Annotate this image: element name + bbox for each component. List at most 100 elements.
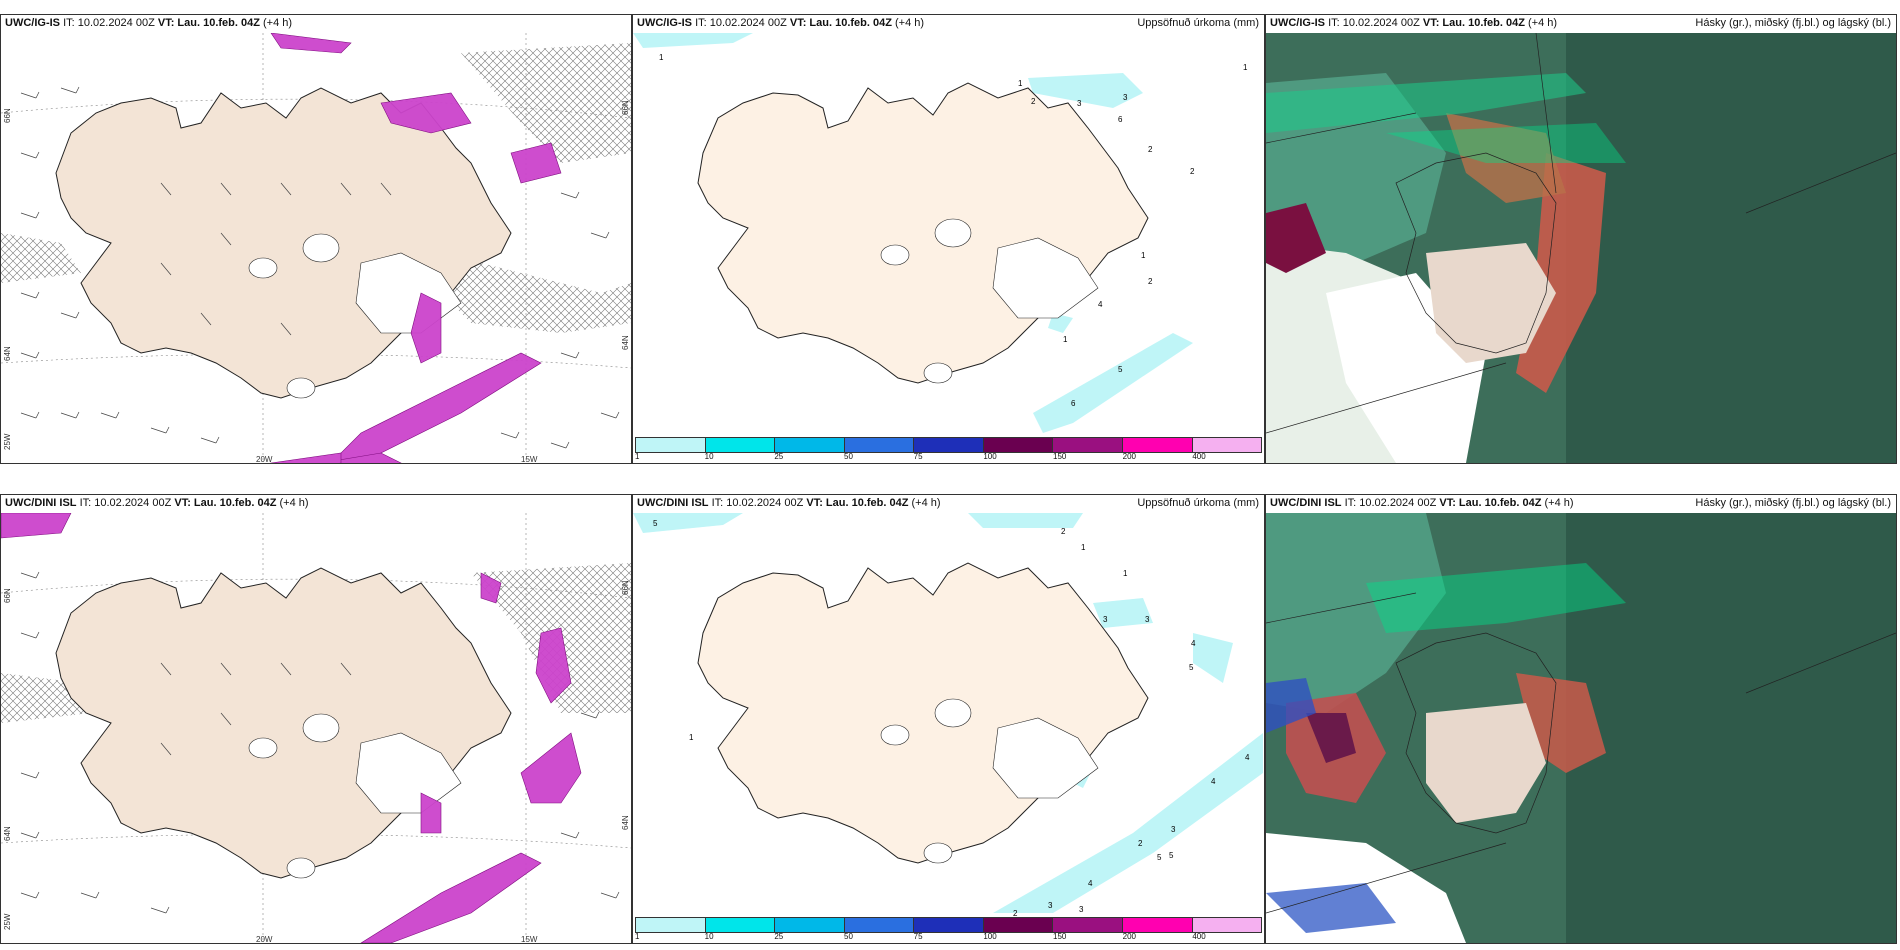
lon-label-15w: 15W xyxy=(521,455,538,464)
precip-value: 2 xyxy=(1148,277,1153,286)
precip-value: 3 xyxy=(1123,93,1128,102)
panel-bottom-right-clouds: UWC/DINI ISL IT: 10.02.2024 00Z VT: Lau.… xyxy=(1265,494,1897,944)
init-time: IT: 10.02.2024 00Z xyxy=(1328,17,1420,29)
precip-value: 2 xyxy=(1148,145,1153,154)
panel-top-mid-precip: UWC/IG-IS IT: 10.02.2024 00Z VT: Lau. 10… xyxy=(632,14,1265,464)
legend-swatch xyxy=(844,918,915,932)
precip-value: 5 xyxy=(1157,853,1162,862)
lat-label-66n-right: 66N xyxy=(621,100,630,115)
precip-legend: 1 10 25 50 75 100 150 200 400 xyxy=(633,435,1264,463)
panel-title: UWC/DINI ISL IT: 10.02.2024 00Z VT: Lau.… xyxy=(1268,497,1576,509)
legend-tick-label: 1 xyxy=(635,932,640,941)
legend-tick-label: 100 xyxy=(983,932,997,941)
lon-label-25w: 25W xyxy=(3,433,12,450)
precip-value: 3 xyxy=(1048,901,1053,910)
precip-value: 4 xyxy=(1191,639,1196,648)
legend-swatch xyxy=(1122,438,1193,452)
lead-time: (+4 h) xyxy=(1544,497,1574,509)
precip-value: 1 xyxy=(1018,79,1023,88)
panel-bottom-left-wind: UWC/DINI ISL IT: 10.02.2024 00Z VT: Lau.… xyxy=(0,494,632,944)
precip-value: 3 xyxy=(1145,615,1150,624)
model-source: UWC/IG-IS xyxy=(1270,17,1325,29)
cloud-map xyxy=(1266,33,1896,463)
valid-time: VT: Lau. 10.feb. 04Z xyxy=(789,17,892,29)
lat-label-64n-right: 64N xyxy=(621,815,630,830)
legend-tick-label: 25 xyxy=(774,932,784,941)
legend-tick-label: 200 xyxy=(1122,452,1137,461)
precip-value: 6 xyxy=(1071,399,1076,408)
precip-value: 1 xyxy=(689,733,694,742)
panel-bottom-mid-precip: UWC/DINI ISL IT: 10.02.2024 00Z VT: Lau.… xyxy=(632,494,1265,944)
precip-value: 4 xyxy=(1088,879,1093,888)
legend-swatch xyxy=(844,438,915,452)
legend-tick-label: 150 xyxy=(1053,452,1067,461)
precip-value: 3 xyxy=(1103,615,1108,624)
field-title: Uppsöfnuð úrkoma (mm) xyxy=(1135,497,1261,509)
wind-barbs xyxy=(20,86,620,449)
init-time: IT: 10.02.2024 00Z xyxy=(695,17,787,29)
init-time: IT: 10.02.2024 00Z xyxy=(63,17,155,29)
lat-label-66n-right: 66N xyxy=(621,580,630,595)
legend-swatch xyxy=(1192,918,1262,932)
field-title: Uppsöfnuð úrkoma (mm) xyxy=(1135,17,1261,29)
model-source: UWC/IG-IS xyxy=(5,17,60,29)
precip-legend: 1 10 25 50 75 100 150 200 400 xyxy=(633,915,1264,943)
precip-value: 1 xyxy=(659,53,664,62)
hatch-area xyxy=(411,223,631,333)
precip-value: 4 xyxy=(1098,300,1103,309)
lat-label-66n-left: 66N xyxy=(3,108,12,123)
legend-swatch xyxy=(775,918,845,932)
legend-tick-label: 400 xyxy=(1192,932,1206,941)
precip-value: 5 xyxy=(653,519,658,528)
legend-tick-label: 1 xyxy=(635,452,640,461)
init-time: IT: 10.02.2024 00Z xyxy=(711,497,804,509)
legend-swatch xyxy=(1053,438,1123,452)
lead-time: (+4 h) xyxy=(263,17,293,29)
lat-label-64n-left: 64N xyxy=(3,826,12,841)
lon-label-20w: 20W xyxy=(256,455,273,464)
panel-top-right-clouds: UWC/IG-IS IT: 10.02.2024 00Z VT: Lau. 10… xyxy=(1265,14,1897,464)
model-source: UWC/DINI ISL xyxy=(5,497,77,509)
lead-time: (+4 h) xyxy=(279,497,309,509)
init-time: IT: 10.02.2024 00Z xyxy=(1344,497,1437,509)
panel-top-left-wind: UWC/IG-IS IT: 10.02.2024 00Z VT: Lau. 10… xyxy=(0,14,632,464)
precip-value: 2 xyxy=(1061,527,1066,536)
lon-label-25w: 25W xyxy=(3,913,12,930)
lead-time: (+4 h) xyxy=(895,17,925,29)
legend-swatch xyxy=(914,918,984,932)
wind-map xyxy=(1,513,631,943)
precip-value: 1 xyxy=(1123,569,1128,578)
lead-time: (+4 h) xyxy=(1528,17,1558,29)
panel-title: UWC/DINI ISL IT: 10.02.2024 00Z VT: Lau.… xyxy=(3,497,311,509)
lon-label-20w: 20W xyxy=(256,935,273,944)
field-title: Hásky (gr.), miðský (fj.bl.) og lágský (… xyxy=(1693,497,1893,509)
precip-patches xyxy=(270,33,562,463)
precip-value: 5 xyxy=(1189,663,1194,672)
panel-title: UWC/IG-IS IT: 10.02.2024 00Z VT: Lau. 10… xyxy=(3,17,295,29)
legend-swatch xyxy=(775,438,845,452)
lon-label-15w: 15W xyxy=(521,935,538,944)
legend-swatch xyxy=(914,438,984,452)
legend-swatch xyxy=(983,438,1054,452)
legend-tick-label: 75 xyxy=(913,452,923,461)
precip-value: 5 xyxy=(1118,365,1123,374)
model-source: UWC/DINI ISL xyxy=(1270,497,1342,509)
panel-title: UWC/DINI ISL IT: 10.02.2024 00Z VT: Lau.… xyxy=(635,497,943,509)
precip-value: 4 xyxy=(1245,753,1250,762)
precip-value: 2 xyxy=(1138,839,1143,848)
valid-time: VT: Lau. 10.feb. 04Z xyxy=(1439,497,1542,509)
precip-value: 3 xyxy=(1171,825,1176,834)
legend-tick-label: 100 xyxy=(983,452,997,461)
lat-label-64n-right: 64N xyxy=(621,335,630,350)
precip-value: 3 xyxy=(1077,99,1082,108)
precip-value: 6 xyxy=(1118,115,1123,124)
legend-swatch xyxy=(1122,918,1193,932)
legend-swatch xyxy=(1053,918,1123,932)
valid-time: VT: Lau. 10.feb. 04Z xyxy=(157,17,260,29)
legend-swatch xyxy=(1192,438,1262,452)
valid-time: VT: Lau. 10.feb. 04Z xyxy=(806,497,909,509)
legend-tick-label: 200 xyxy=(1122,932,1137,941)
legend-tick-label: 25 xyxy=(774,452,784,461)
precip-value: 4 xyxy=(1211,777,1216,786)
lat-label-66n-left: 66N xyxy=(3,588,12,603)
